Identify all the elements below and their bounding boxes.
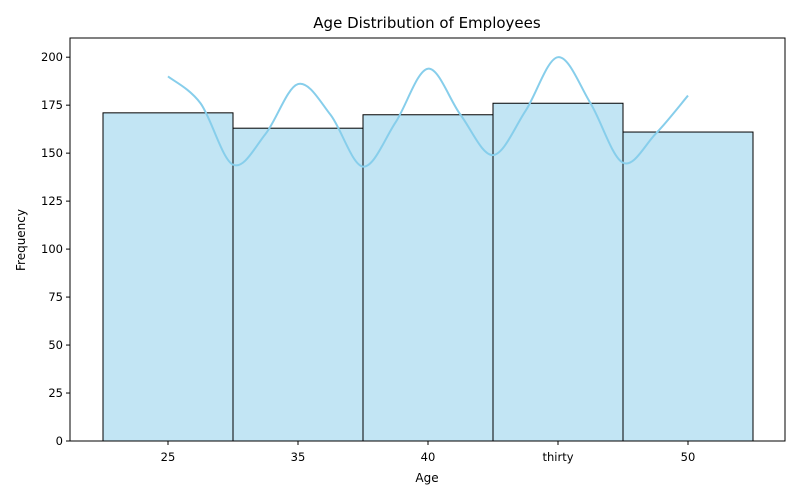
x-axis: 25 35 40 thirty 50 — [161, 441, 696, 464]
kde-curve — [167, 56, 689, 168]
chart-title: Age Distribution of Employees — [313, 14, 541, 32]
x-axis-label: Age — [415, 471, 438, 485]
y-tick-label: 150 — [41, 146, 63, 160]
x-tick-label: 25 — [161, 450, 176, 464]
y-tick-label: 0 — [56, 434, 63, 448]
y-tick-label: 25 — [48, 386, 63, 400]
y-tick-label: 175 — [41, 98, 63, 112]
x-tick-label: 35 — [291, 450, 306, 464]
bar-40 — [362, 114, 494, 442]
bar-25 — [102, 112, 234, 442]
y-tick-label: 75 — [48, 290, 63, 304]
y-tick-label: 125 — [41, 194, 63, 208]
bar-50 — [622, 131, 754, 442]
y-axis: 0 25 50 75 100 125 150 175 200 — [41, 50, 70, 448]
y-tick-label: 100 — [41, 242, 63, 256]
y-axis-label: Frequency — [14, 209, 28, 271]
bar-35 — [232, 127, 364, 442]
x-tick-label: 40 — [421, 450, 436, 464]
y-tick-label: 50 — [48, 338, 63, 352]
y-tick-label: 200 — [41, 50, 63, 64]
x-tick-label: 50 — [681, 450, 696, 464]
bar-thirty — [492, 102, 624, 442]
x-tick-label: thirty — [542, 450, 573, 464]
bars-group — [102, 102, 754, 442]
